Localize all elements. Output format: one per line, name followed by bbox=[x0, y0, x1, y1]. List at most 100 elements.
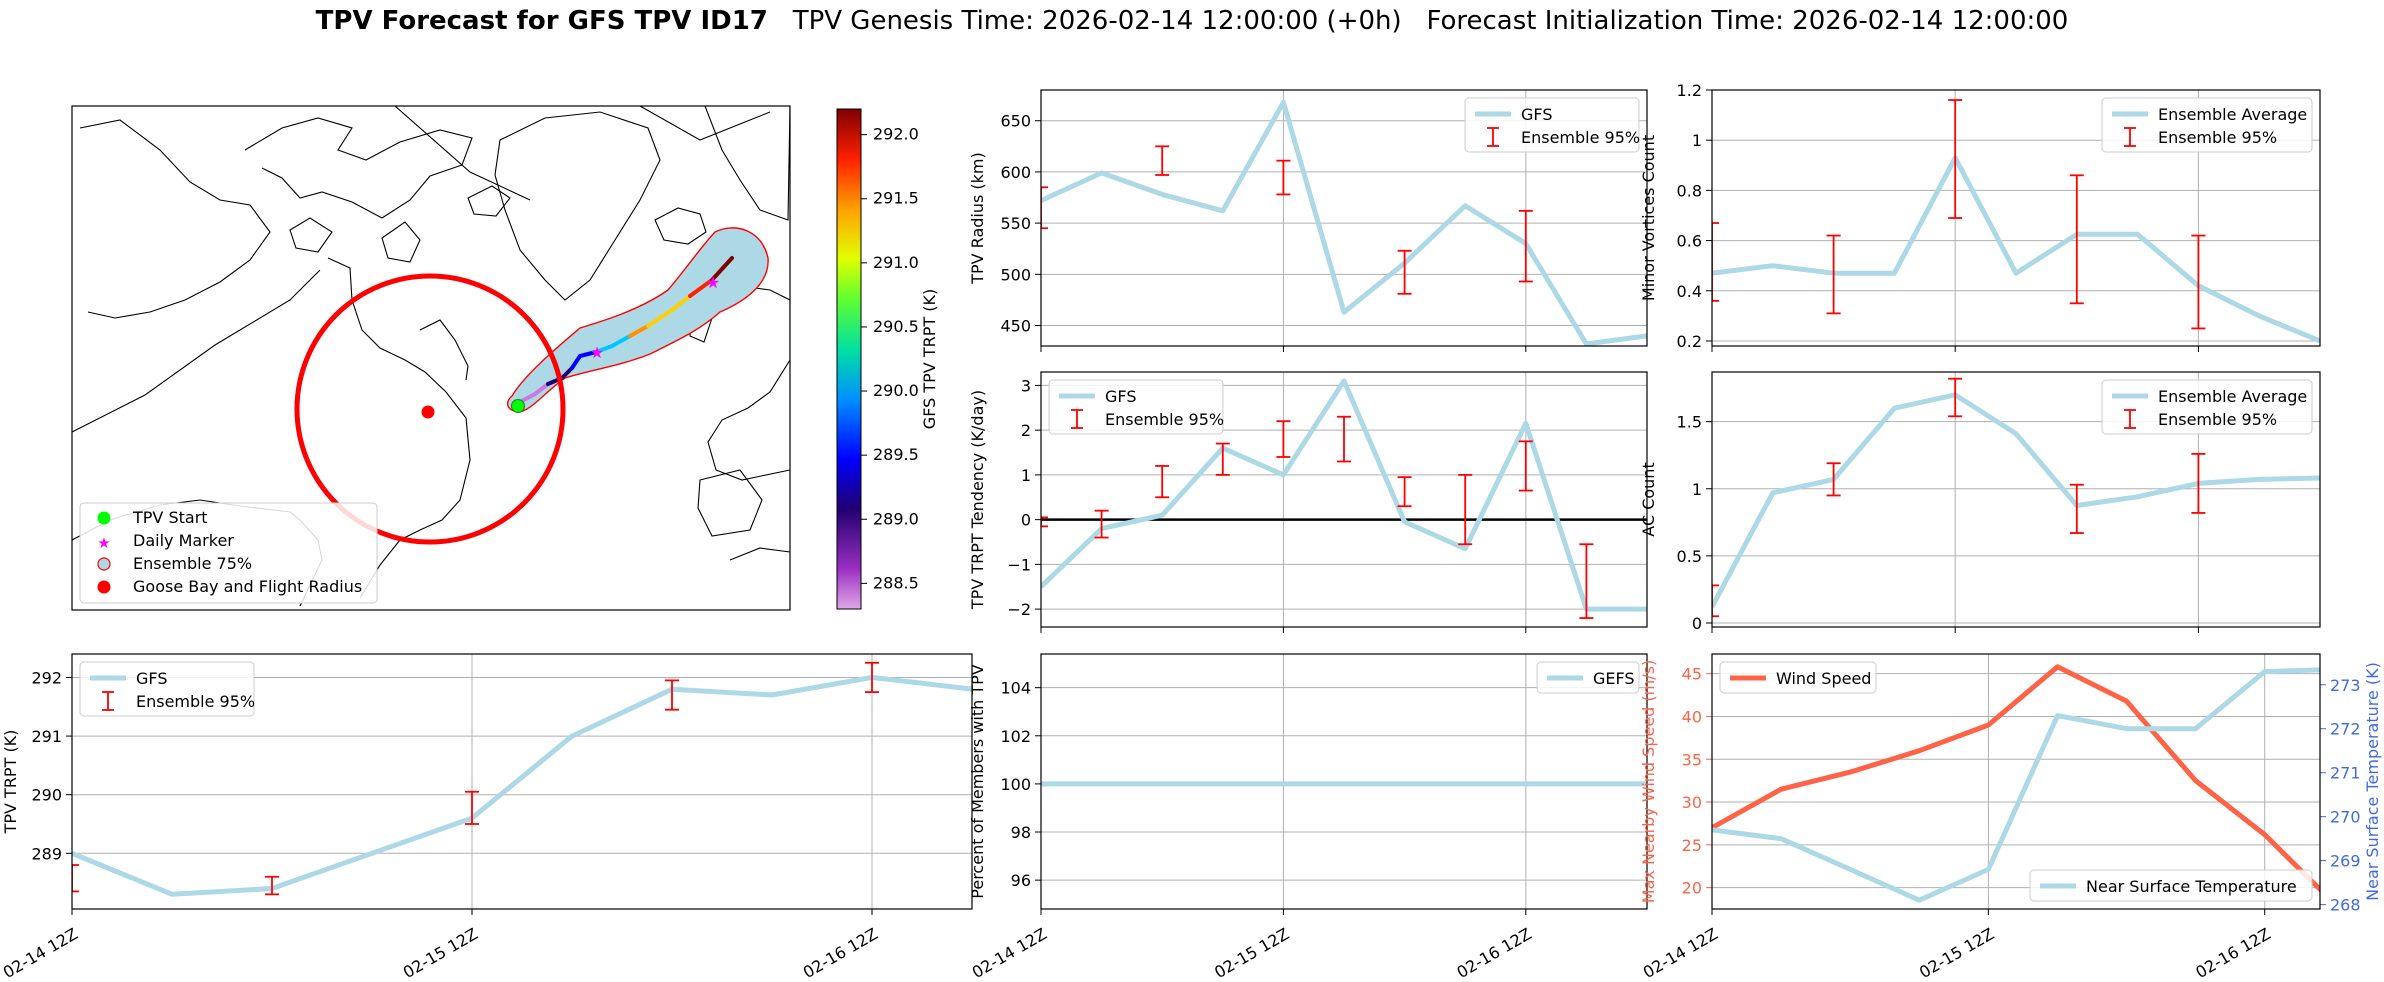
map-coastline-alaska bbox=[79, 119, 271, 319]
map-coastline-greenland bbox=[494, 111, 661, 301]
chart-tendency: −2 −1 0 1 2 3 TPV TRPT Tendency (K/day) GFS Ense… bbox=[968, 371, 1648, 633]
y2-tick-label: 273 bbox=[2330, 676, 2361, 695]
legend: GFS Ensemble 95% bbox=[1464, 97, 1640, 153]
x-tick-label: 02-16 12Z bbox=[800, 924, 881, 982]
daily-marker-star: ★ bbox=[706, 273, 720, 292]
legend: Ensemble Average Ensemble 95% bbox=[2101, 379, 2313, 435]
colorbar-tick-label: 291.0 bbox=[873, 253, 919, 272]
errorbar bbox=[1094, 509, 1109, 539]
chart-radius: 450 500 550 600 650 TPV Radius (km) GFS Ensembl… bbox=[968, 89, 1648, 352]
series-line-gfs bbox=[72, 674, 972, 897]
map-longitude-line bbox=[639, 106, 771, 141]
y-tick-label: 1 bbox=[1692, 480, 1702, 499]
plot-area bbox=[1041, 99, 1647, 346]
colorbar-tick-label: 292.0 bbox=[873, 125, 919, 144]
errorbar bbox=[2191, 452, 2206, 514]
map-coastline-scandinavia bbox=[704, 106, 790, 221]
map-coastline-iceland bbox=[654, 207, 707, 245]
y2-tick-label: 272 bbox=[2330, 720, 2361, 739]
legend-label: Ensemble 95% bbox=[1521, 128, 1640, 147]
legend-label: TPV Start bbox=[132, 508, 208, 527]
colorbar-tick-label: 289.0 bbox=[873, 509, 919, 528]
y-axis-label: TPV TRPT Tendency (K/day) bbox=[968, 390, 987, 610]
axes-frame bbox=[1711, 371, 2321, 628]
errorbar bbox=[865, 661, 879, 694]
errorbar bbox=[1826, 462, 1841, 497]
y-tick-label: 3 bbox=[1021, 376, 1031, 395]
x-tick-label: 02-15 12Z bbox=[400, 924, 481, 982]
errorbar bbox=[1397, 476, 1412, 508]
legend-label: Near Surface Temperature bbox=[2086, 877, 2297, 896]
errorbar bbox=[665, 679, 679, 711]
colorbar-tick-label: 288.5 bbox=[873, 573, 919, 592]
y-tick-label: 292 bbox=[31, 668, 62, 687]
colorbar-tick-label: 290.0 bbox=[873, 381, 919, 400]
colorbar-label: GFS TPV TRPT (K) bbox=[920, 289, 939, 429]
series-line-wind-speed bbox=[1712, 664, 2320, 893]
y-tick-label: 102 bbox=[1000, 727, 1031, 746]
errorbar bbox=[1155, 145, 1170, 176]
legend-ensemble-icon bbox=[97, 557, 111, 571]
legend-label: Ensemble Average bbox=[2158, 105, 2307, 124]
legend-label: Ensemble 95% bbox=[2158, 410, 2277, 429]
legend-goose-icon bbox=[97, 580, 111, 594]
errorbar bbox=[1041, 186, 1048, 230]
map-coastline-islands bbox=[381, 221, 421, 263]
y-tick-label: 1.5 bbox=[1677, 413, 1702, 432]
y2-tick-label: 268 bbox=[2330, 896, 2361, 915]
plot-area bbox=[1712, 377, 2320, 618]
legend-frame bbox=[2029, 869, 2313, 902]
axes-frame bbox=[1711, 653, 2321, 910]
errorbar bbox=[265, 875, 279, 896]
y2-tick-label: 270 bbox=[2330, 808, 2361, 827]
map-longitude-line bbox=[394, 106, 531, 201]
y-tick-label: 98 bbox=[1011, 823, 1031, 842]
y-tick-label: 0.4 bbox=[1677, 282, 1702, 301]
legend-label: Ensemble 95% bbox=[136, 692, 255, 711]
colorbar-gradient bbox=[836, 108, 862, 610]
map-legend: ★ TPV Start Daily Marker Ensemble 75% Go… bbox=[79, 502, 378, 604]
y2-tick-label: 269 bbox=[2330, 852, 2361, 871]
y-tick-label: 450 bbox=[1000, 317, 1031, 336]
x-tick-label: 02-16 12Z bbox=[2192, 924, 2273, 982]
track-segment bbox=[646, 294, 692, 328]
y-tick-label: 45 bbox=[1682, 665, 1702, 684]
x-tick-label: 02-14 12Z bbox=[0, 924, 81, 982]
y2-tick-label: 271 bbox=[2330, 764, 2361, 783]
map-coastline-arctic bbox=[244, 117, 473, 219]
axes-frame bbox=[1040, 653, 1648, 910]
x-tick-label: 02-15 12Z bbox=[1211, 924, 1292, 982]
y-tick-label: 40 bbox=[1682, 707, 1702, 726]
y-tick-label: 0.8 bbox=[1677, 181, 1702, 200]
y-tick-label: 550 bbox=[1000, 214, 1031, 233]
y-tick-label: −2 bbox=[1007, 600, 1031, 619]
tpv-start-marker bbox=[511, 399, 525, 413]
legend-label: Ensemble 95% bbox=[2158, 128, 2277, 147]
errorbar bbox=[1458, 473, 1473, 546]
series-line-near-surface-temperature bbox=[1712, 667, 2320, 903]
y-axis-label: Minor Vortices Count bbox=[1639, 135, 1658, 301]
errorbar bbox=[1712, 222, 1719, 302]
plot-area bbox=[1712, 99, 2320, 344]
colorbar-tick-label: 291.5 bbox=[873, 189, 919, 208]
colorbar: 288.5 289.0 289.5 290.0 290.5 291.0 291.5 292.0… bbox=[836, 108, 939, 610]
map-coastline-iberia bbox=[697, 469, 763, 537]
plot-area bbox=[1712, 664, 2320, 903]
legend-frame bbox=[1719, 661, 1877, 694]
errorbar bbox=[1276, 159, 1291, 196]
legend-frame bbox=[2101, 97, 2313, 153]
track-segment bbox=[546, 366, 574, 386]
legend: GFS Ensemble 95% bbox=[1048, 379, 1224, 435]
y-axis-label: AC Count bbox=[1639, 462, 1658, 536]
plot-area bbox=[1041, 378, 1647, 619]
errorbar bbox=[1155, 465, 1170, 499]
errorbar bbox=[1948, 377, 1963, 418]
errorbar bbox=[465, 790, 479, 825]
legend-label: Goose Bay and Flight Radius bbox=[133, 577, 362, 596]
legend-label: Daily Marker bbox=[133, 531, 234, 550]
y-tick-label: −1 bbox=[1007, 555, 1031, 574]
x-tick-label: 02-16 12Z bbox=[1454, 924, 1535, 982]
errorbar bbox=[72, 864, 79, 893]
